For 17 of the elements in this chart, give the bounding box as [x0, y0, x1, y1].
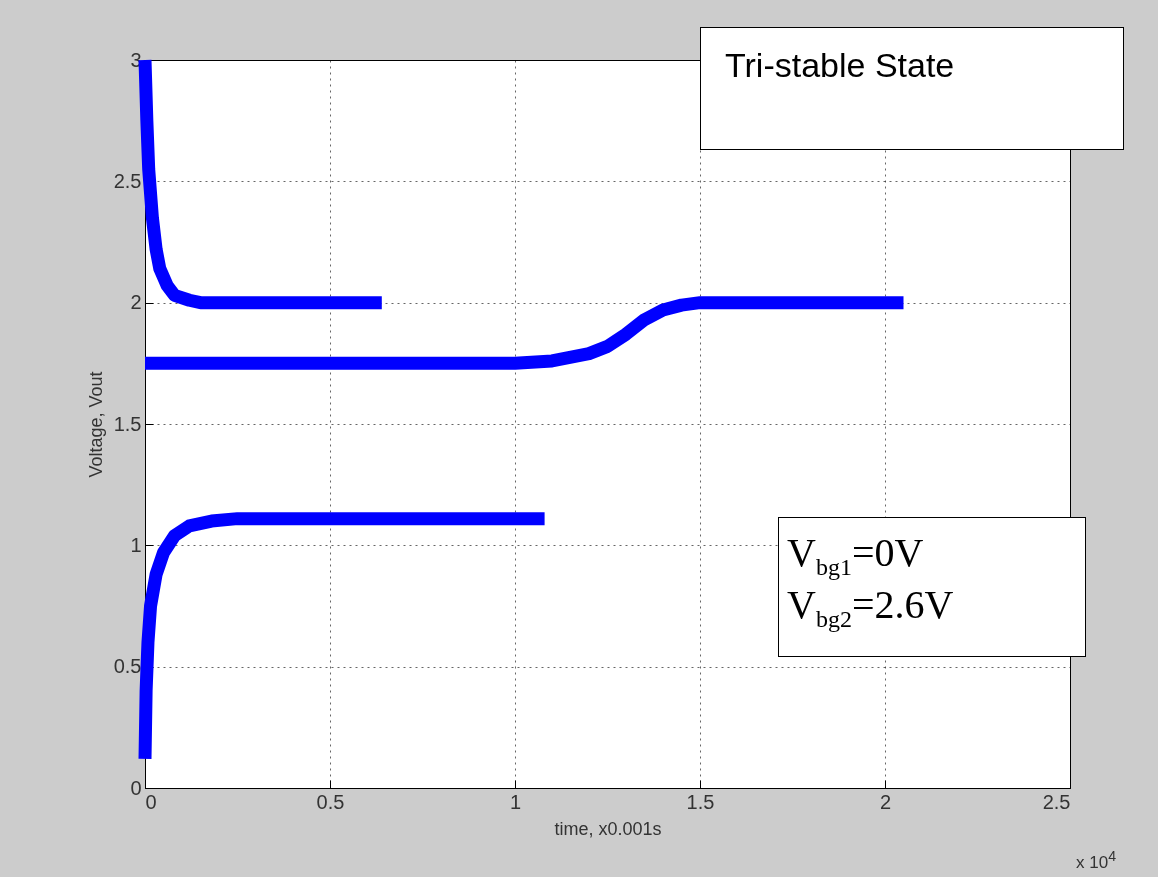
x-tick-label: 0.5	[316, 790, 345, 813]
x-tick-label: 2	[879, 790, 892, 813]
y-tick-label: 0.5	[113, 655, 142, 678]
text-box: Tri-stable State	[700, 27, 1124, 150]
y-tick-label: 1	[130, 533, 142, 556]
x-tick-label: 1.5	[686, 790, 715, 813]
x-tick-label: 1	[509, 790, 522, 813]
text-box: V$_{bg1}$=0V V$_{bg2}$=2.6V	[778, 517, 1086, 657]
x-tick-label: 2.5	[1042, 790, 1071, 813]
y-tick-label: 1.5	[113, 412, 142, 435]
y-tick-label: 2	[130, 291, 142, 314]
text: x 10$^{4}$	[1076, 848, 1117, 873]
y-tick-label: 2.5	[113, 169, 142, 192]
x-axis-title: time, x0.001s	[554, 818, 662, 839]
y-axis-title: Voltage, Vout	[85, 371, 106, 478]
x-tick-label: 0	[145, 790, 157, 813]
y-tick-label: 0	[130, 776, 142, 799]
